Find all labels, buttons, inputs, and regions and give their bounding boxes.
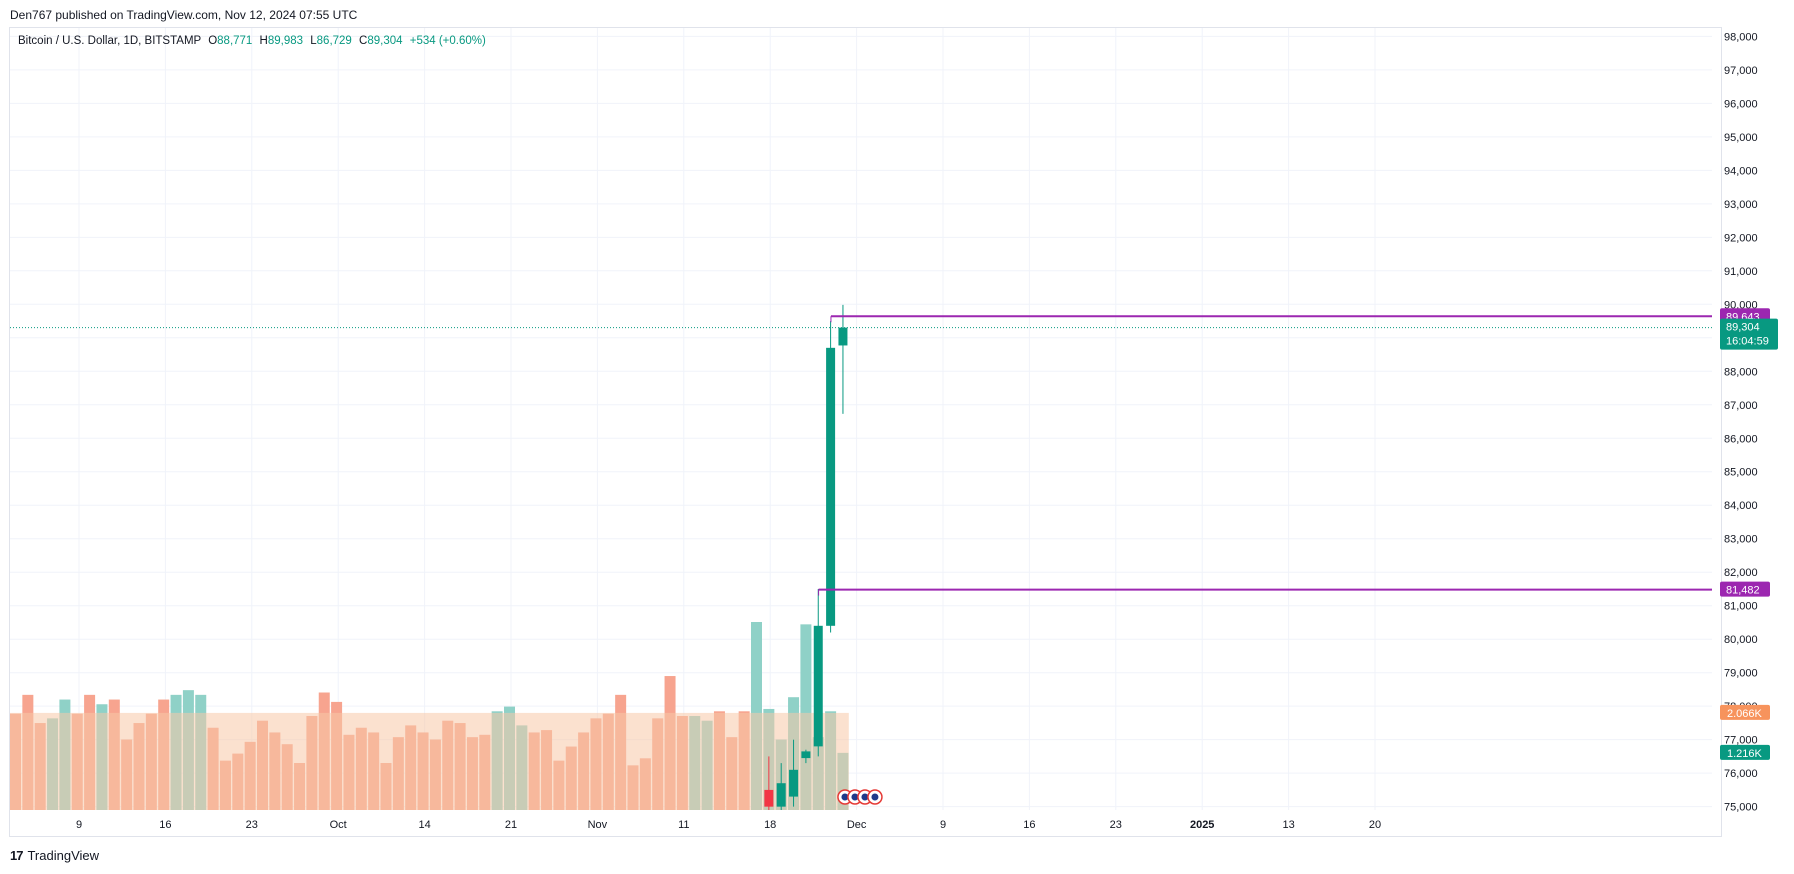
- volume-ma-band: [10, 712, 849, 810]
- price-tick-label: 86,000: [1724, 433, 1758, 445]
- open-value: 88,771: [217, 35, 253, 47]
- ohlc-legend: Bitcoin / U.S. Dollar, 1D, BITSTAMP O88,…: [18, 35, 486, 47]
- volume-last-label: 1.216K: [1727, 748, 1763, 760]
- price-tick-label: 77,000: [1724, 735, 1758, 747]
- high-label: H: [259, 35, 268, 47]
- time-tick-label: 21: [505, 819, 517, 831]
- time-tick-label: Oct: [330, 819, 347, 831]
- last-price-tag: [1720, 318, 1778, 350]
- price-tick-label: 82,000: [1724, 567, 1758, 579]
- low-label: L: [310, 35, 317, 47]
- price-tick-label: 95,000: [1724, 132, 1758, 144]
- candle-body: [776, 783, 786, 807]
- low-value: 86,729: [316, 35, 352, 47]
- price-tick-label: 75,000: [1724, 802, 1758, 814]
- time-tick-label: 20: [1369, 819, 1381, 831]
- brand-name: TradingView: [27, 848, 100, 863]
- time-tick-label: 14: [418, 819, 430, 831]
- time-tick-label: 11: [678, 819, 689, 831]
- candle-body: [826, 347, 836, 626]
- price-tick-label: 76,000: [1724, 768, 1758, 780]
- tradingview-logo-icon: 17: [10, 848, 24, 863]
- publish-info: Den767 published on TradingView.com, Nov…: [10, 8, 358, 22]
- time-tick-label: Nov: [588, 819, 608, 831]
- candle-body: [789, 769, 799, 797]
- price-tick-label: 88,000: [1724, 366, 1758, 378]
- open-label: O: [208, 35, 218, 47]
- candle-body: [801, 751, 811, 759]
- price-tick-label: 92,000: [1724, 232, 1758, 244]
- last-price-label: 89,304: [1726, 322, 1760, 334]
- price-tick-label: 83,000: [1724, 534, 1758, 546]
- price-tick-label: 79,000: [1724, 668, 1758, 680]
- event-flag-icon-center: [871, 793, 879, 801]
- change-value: +534 (+0.60%): [409, 35, 486, 47]
- high-value: 89,983: [267, 35, 304, 47]
- time-tick-label: 23: [246, 819, 258, 831]
- time-tick-label: 9: [940, 819, 946, 831]
- price-tick-label: 96,000: [1724, 98, 1758, 110]
- close-value: 89,304: [367, 35, 403, 47]
- price-tick-label: 91,000: [1724, 266, 1758, 278]
- time-tick-label: Dec: [847, 819, 867, 831]
- volume-last-tag: [1720, 744, 1770, 760]
- event-flag-icon-center: [861, 793, 869, 801]
- close-label: C: [359, 35, 368, 47]
- event-flag-icon-center: [851, 793, 859, 801]
- volume-ma-label: 2.066K: [1727, 708, 1763, 720]
- time-tick-label: 9: [76, 819, 82, 831]
- candle-body: [813, 625, 823, 747]
- price-tick-label: 85,000: [1724, 467, 1758, 479]
- volume-ma-tag: [1720, 704, 1770, 720]
- time-tick-label: 16: [1023, 819, 1035, 831]
- price-tick-label: 97,000: [1724, 65, 1758, 77]
- chart-frame: [9, 27, 1722, 837]
- price-tick-label: 87,000: [1724, 400, 1758, 412]
- price-tick-label: 81,000: [1724, 601, 1758, 613]
- countdown-label: 16:04:59: [1726, 336, 1769, 348]
- time-tick-label: 16: [159, 819, 171, 831]
- time-tick-label: 13: [1282, 819, 1294, 831]
- candle-body: [764, 789, 774, 807]
- price-tick-label: 80,000: [1724, 634, 1758, 646]
- symbol-label[interactable]: Bitcoin / U.S. Dollar, 1D, BITSTAMP: [18, 35, 201, 47]
- time-tick-label: 18: [764, 819, 776, 831]
- footer-brand[interactable]: 17 TradingView: [10, 848, 99, 863]
- level-tag: [1720, 581, 1770, 597]
- price-tick-label: 84,000: [1724, 500, 1758, 512]
- time-tick-label: 23: [1110, 819, 1122, 831]
- candle-body: [838, 327, 848, 346]
- price-tick-label: 93,000: [1724, 199, 1758, 211]
- price-tick-label: 94,000: [1724, 165, 1758, 177]
- price-tick-label: 98,000: [1724, 31, 1758, 43]
- event-flag-icon-center: [841, 793, 849, 801]
- level-tag-label: 81,482: [1726, 585, 1760, 597]
- time-tick-label: 2025: [1190, 819, 1214, 831]
